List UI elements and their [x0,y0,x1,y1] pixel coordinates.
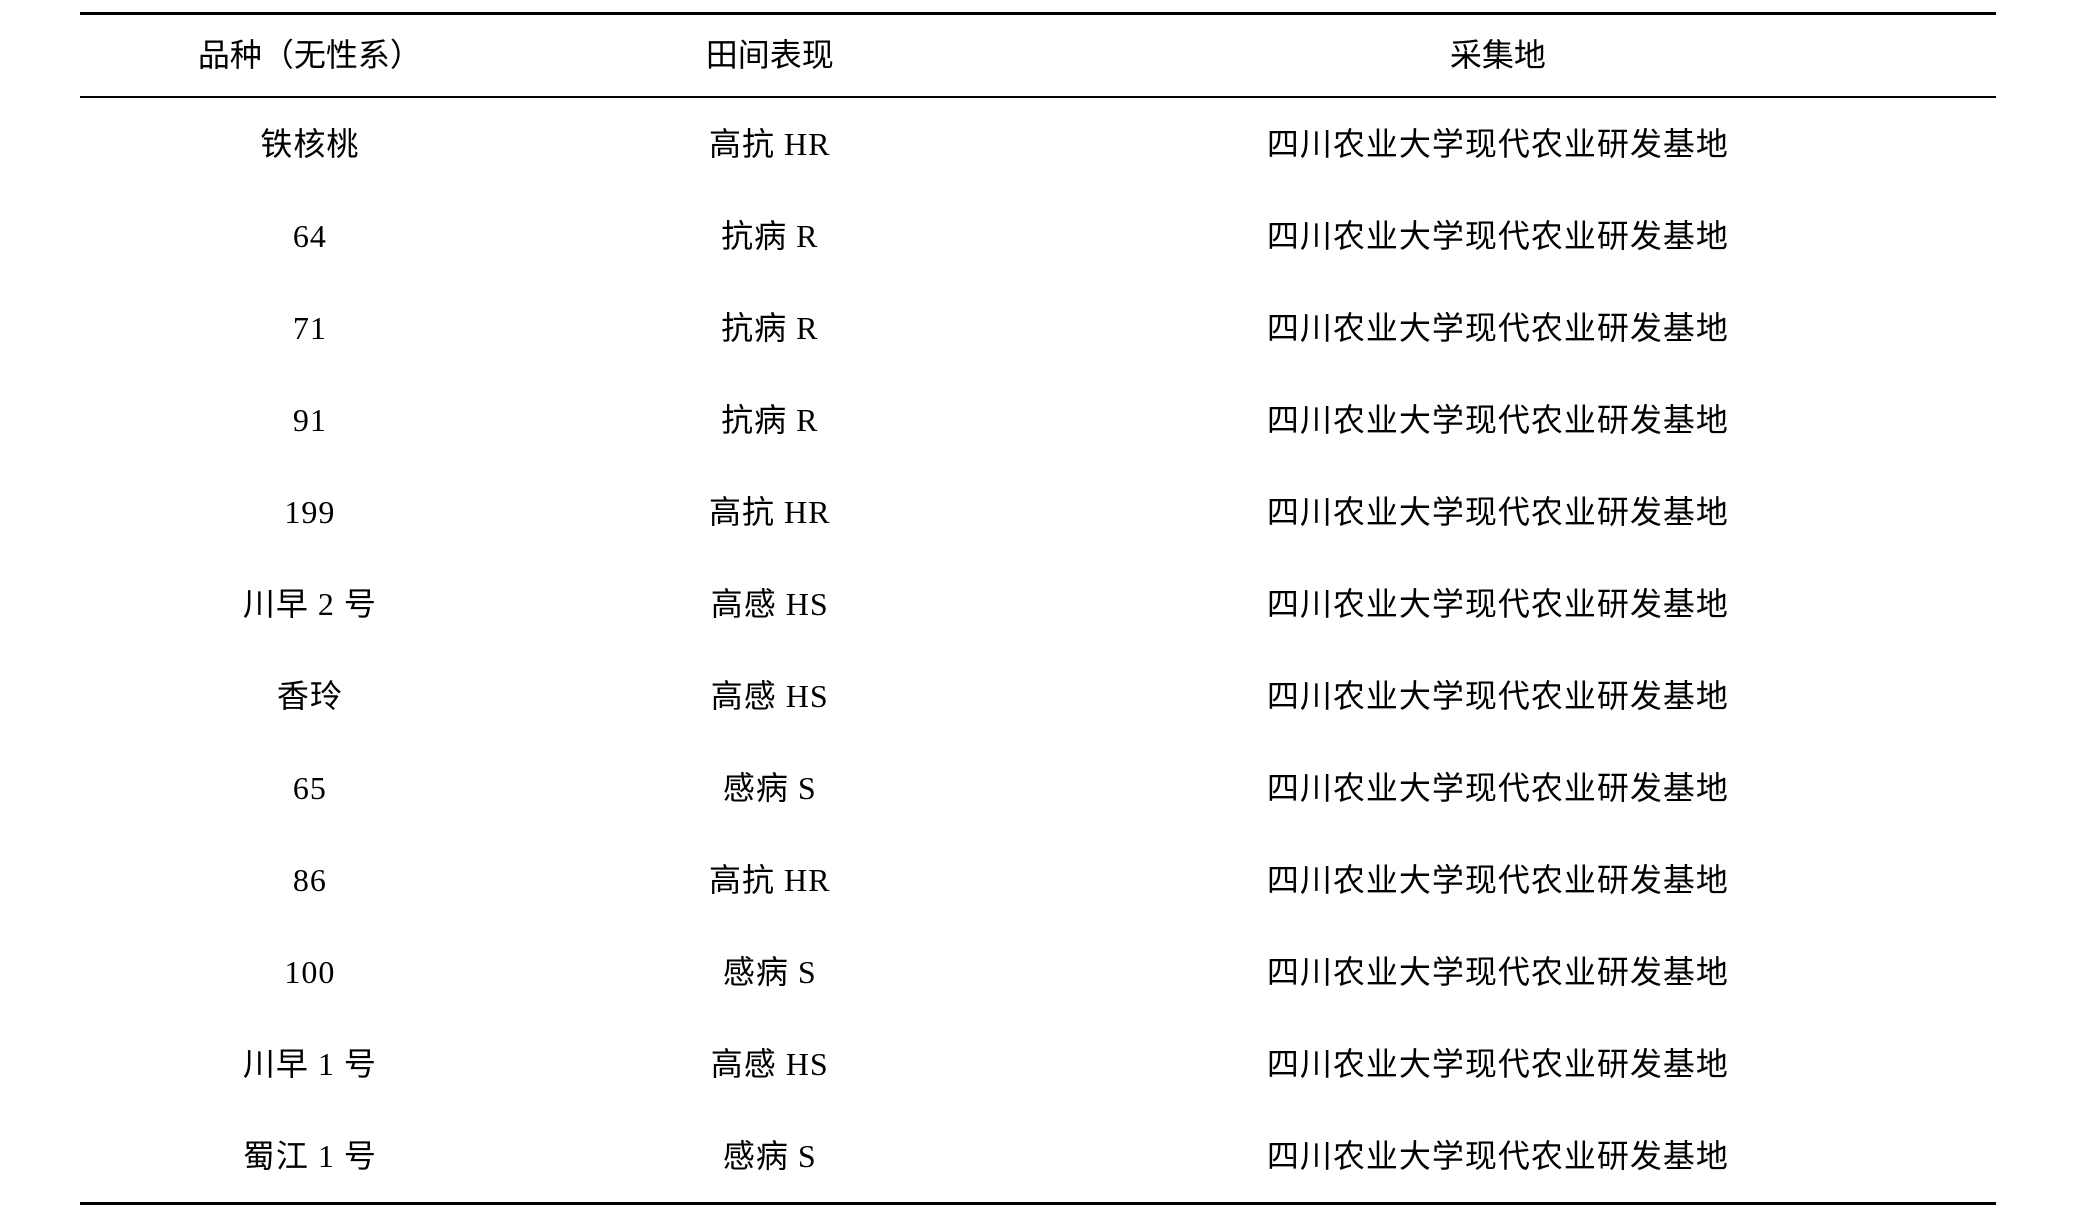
cell-site: 四川农业大学现代农业研发基地 [1000,1018,1996,1110]
cell-site: 四川农业大学现代农业研发基地 [1000,282,1996,374]
cell-site: 四川农业大学现代农业研发基地 [1000,190,1996,282]
cell-performance: 感病 S [540,1110,1000,1204]
table-row: 香玲 高感 HS 四川农业大学现代农业研发基地 [80,650,1996,742]
table-row: 100 感病 S 四川农业大学现代农业研发基地 [80,926,1996,1018]
cell-variety: 铁核桃 [80,97,540,190]
table-row: 川早 1 号 高感 HS 四川农业大学现代农业研发基地 [80,1018,1996,1110]
table-row: 65 感病 S 四川农业大学现代农业研发基地 [80,742,1996,834]
cell-variety: 86 [80,834,540,926]
cell-variety: 199 [80,466,540,558]
cell-site: 四川农业大学现代农业研发基地 [1000,650,1996,742]
cell-site: 四川农业大学现代农业研发基地 [1000,558,1996,650]
column-header-field-performance: 田间表现 [540,14,1000,97]
cell-variety: 香玲 [80,650,540,742]
cell-variety: 蜀江 1 号 [80,1110,540,1204]
cell-site: 四川农业大学现代农业研发基地 [1000,97,1996,190]
cell-performance: 抗病 R [540,190,1000,282]
cell-site: 四川农业大学现代农业研发基地 [1000,742,1996,834]
table-container: 品种（无性系） 田间表现 采集地 铁核桃 高抗 HR 四川农业大学现代农业研发基… [0,0,2076,1217]
table-header-row: 品种（无性系） 田间表现 采集地 [80,14,1996,97]
table-row: 86 高抗 HR 四川农业大学现代农业研发基地 [80,834,1996,926]
cell-performance: 高感 HS [540,558,1000,650]
cell-performance: 感病 S [540,742,1000,834]
table-row: 川早 2 号 高感 HS 四川农业大学现代农业研发基地 [80,558,1996,650]
cell-variety: 川早 1 号 [80,1018,540,1110]
cell-site: 四川农业大学现代农业研发基地 [1000,834,1996,926]
table-row: 铁核桃 高抗 HR 四川农业大学现代农业研发基地 [80,97,1996,190]
table-body: 铁核桃 高抗 HR 四川农业大学现代农业研发基地 64 抗病 R 四川农业大学现… [80,97,1996,1204]
cell-performance: 高抗 HR [540,97,1000,190]
cell-variety: 91 [80,374,540,466]
column-header-collection-site: 采集地 [1000,14,1996,97]
cell-variety: 65 [80,742,540,834]
cell-performance: 抗病 R [540,374,1000,466]
cell-site: 四川农业大学现代农业研发基地 [1000,466,1996,558]
cell-performance: 高抗 HR [540,834,1000,926]
table-row: 91 抗病 R 四川农业大学现代农业研发基地 [80,374,1996,466]
table-row: 199 高抗 HR 四川农业大学现代农业研发基地 [80,466,1996,558]
table-row: 蜀江 1 号 感病 S 四川农业大学现代农业研发基地 [80,1110,1996,1204]
cell-site: 四川农业大学现代农业研发基地 [1000,926,1996,1018]
cell-site: 四川农业大学现代农业研发基地 [1000,374,1996,466]
cell-variety: 64 [80,190,540,282]
cell-performance: 抗病 R [540,282,1000,374]
cell-performance: 高抗 HR [540,466,1000,558]
table-row: 64 抗病 R 四川农业大学现代农业研发基地 [80,190,1996,282]
column-header-variety: 品种（无性系） [80,14,540,97]
cell-performance: 高感 HS [540,1018,1000,1110]
cell-performance: 感病 S [540,926,1000,1018]
cell-variety: 71 [80,282,540,374]
cell-site: 四川农业大学现代农业研发基地 [1000,1110,1996,1204]
cell-variety: 川早 2 号 [80,558,540,650]
walnut-variety-table: 品种（无性系） 田间表现 采集地 铁核桃 高抗 HR 四川农业大学现代农业研发基… [80,12,1996,1205]
table-row: 71 抗病 R 四川农业大学现代农业研发基地 [80,282,1996,374]
cell-performance: 高感 HS [540,650,1000,742]
cell-variety: 100 [80,926,540,1018]
